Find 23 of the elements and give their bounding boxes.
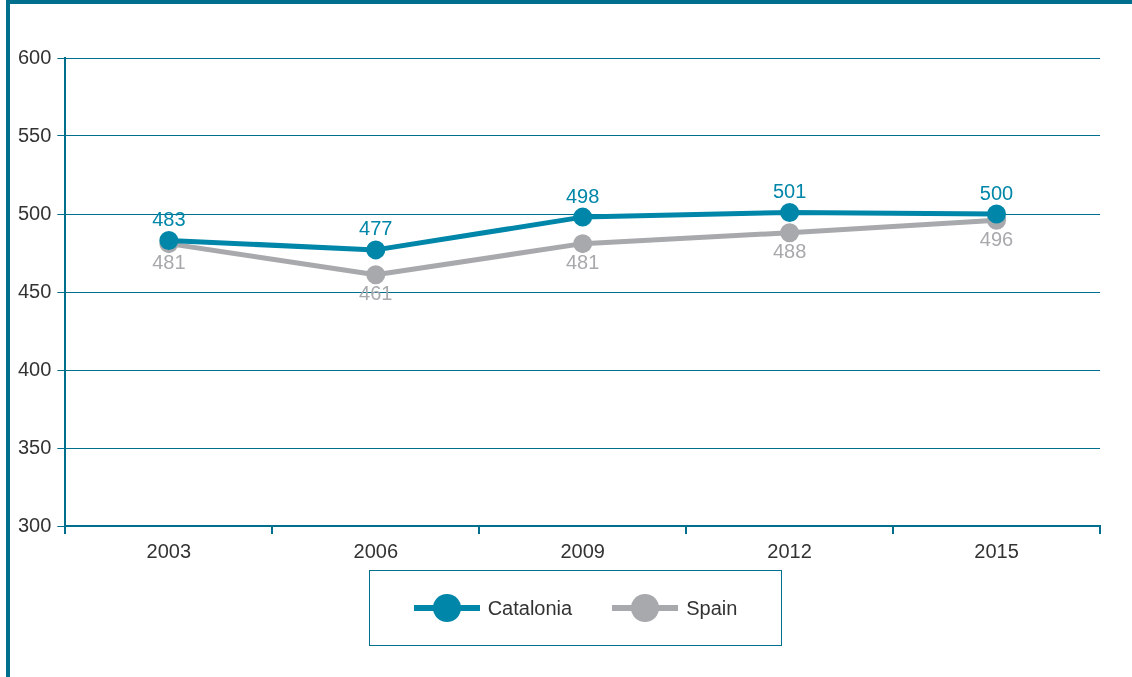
y-tick-label: 300 — [17, 513, 52, 536]
legend-label: Catalonia — [487, 596, 573, 620]
x-tick-label: 2009 — [560, 539, 605, 562]
x-tick-label: 2015 — [974, 539, 1019, 562]
y-tick-label: 500 — [17, 201, 52, 224]
legend-label: Spain — [686, 596, 738, 620]
data-label: 477 — [359, 217, 393, 240]
data-label: 500 — [979, 181, 1014, 204]
x-tick-label: 2012 — [767, 539, 812, 562]
data-label: 488 — [772, 240, 807, 263]
y-tick-label: 400 — [17, 357, 52, 380]
data-label: 501 — [772, 179, 807, 202]
x-tick-label: 2003 — [146, 539, 192, 562]
y-tick-label: 450 — [17, 279, 52, 302]
x-tick-label: 2006 — [353, 539, 399, 562]
data-label: 481 — [152, 251, 186, 274]
data-label: 496 — [979, 227, 1014, 250]
data-label: 481 — [566, 251, 600, 274]
data-label: 483 — [152, 208, 186, 231]
y-tick-label: 350 — [17, 435, 52, 458]
y-tick-label: 600 — [17, 45, 52, 68]
y-tick-label: 550 — [17, 123, 52, 146]
data-label: 498 — [566, 184, 600, 207]
